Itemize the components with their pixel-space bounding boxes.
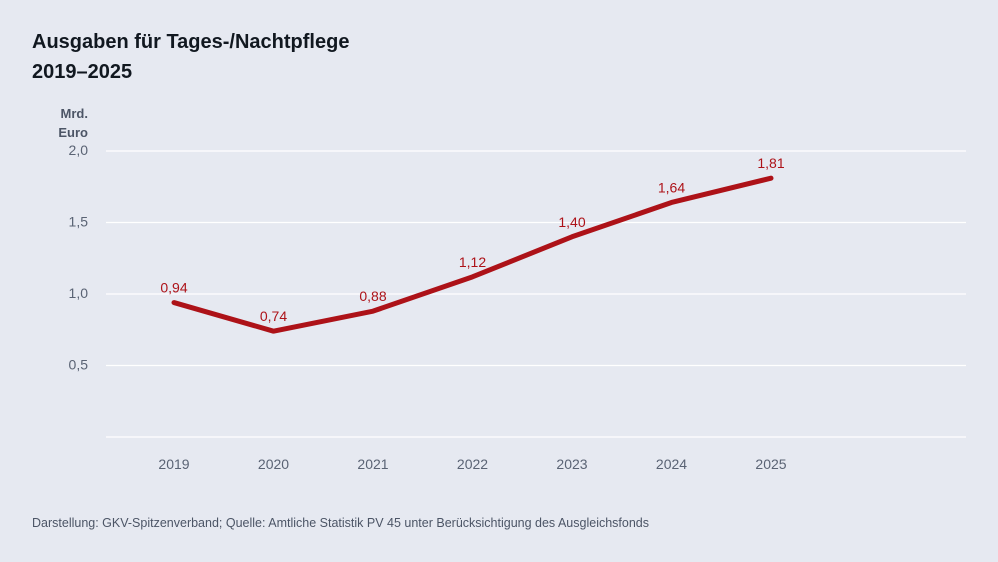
data-label: 0,74 [260,308,287,324]
y-tick-label: 1,5 [69,214,89,230]
x-tick-label: 2019 [158,456,189,472]
x-tick-label: 2024 [656,456,687,472]
data-label: 0,94 [160,280,187,296]
data-label: 0,88 [359,288,386,304]
chart-title-line1: Ausgaben für Tages-/Nachtpflege [32,31,350,53]
x-tick-label: 2021 [357,456,388,472]
x-tick-label: 2020 [258,456,289,472]
data-label: 1,81 [757,155,784,171]
series-line [171,175,774,334]
y-tick-label: 1,0 [69,285,89,301]
x-tick-label: 2023 [556,456,587,472]
y-tick-label: 0,5 [69,357,89,373]
data-label: 1,64 [658,179,685,195]
x-tick-label: 2025 [755,456,786,472]
data-label: 1,12 [459,254,486,270]
chart-title: Ausgaben für Tages-/Nachtpflege 2019–202… [32,27,349,87]
y-tick-label: 2,0 [69,142,89,158]
y-axis-unit-line1: Mrd. [60,106,88,121]
data-label: 1,40 [558,214,585,230]
y-axis-unit-label: Mrd. Euro [32,104,88,142]
source-footer: Darstellung: GKV-Spitzenverband; Quelle:… [32,516,649,530]
chart-title-line2: 2019–2025 [32,61,133,83]
y-axis-unit-line2: Euro [58,125,88,140]
x-tick-label: 2022 [457,456,488,472]
